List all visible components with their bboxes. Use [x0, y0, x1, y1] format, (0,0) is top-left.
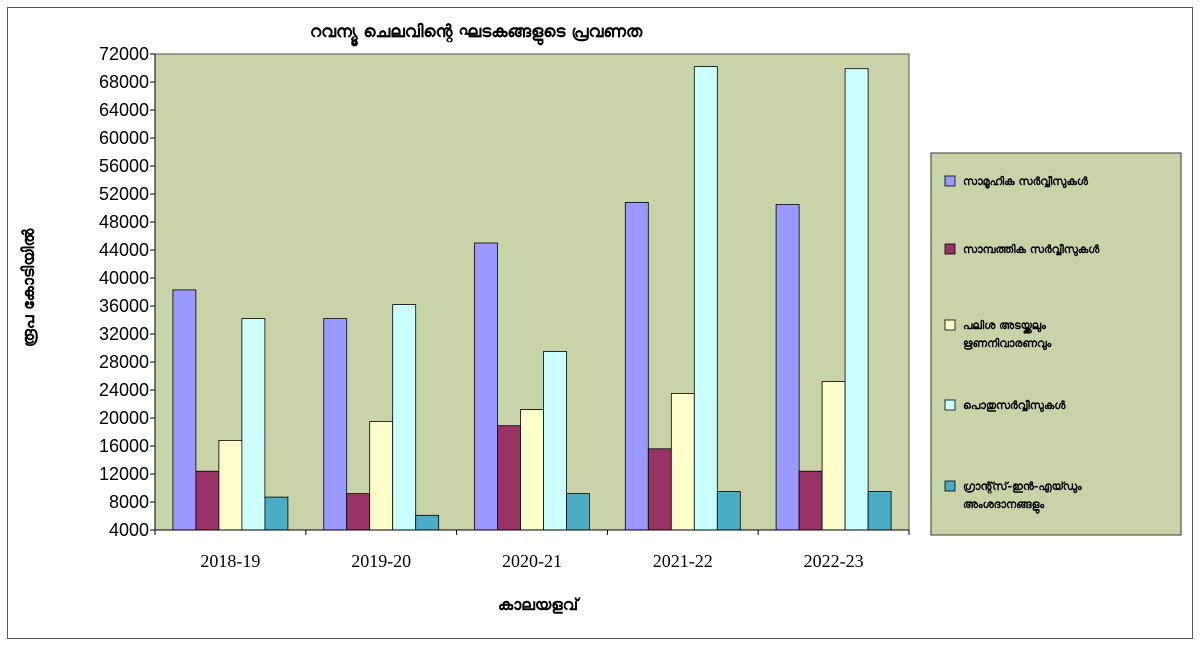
chart-frame: 4000 8000 12000 16000 20000 24000 28000 32000 36… [7, 7, 1193, 639]
y-tick-label: 44000 [99, 240, 149, 260]
bar-4-2018-19 [241, 318, 266, 531]
bar-5-2020-21 [566, 493, 590, 531]
bar-4-2021-22 [693, 66, 718, 531]
legend-label: ഗ്രാന്റ്സ്-ഇൻ-എയ്ഡും അംശദാനങ്ങളും [963, 480, 1082, 514]
y-tick-label: 64000 [99, 100, 149, 120]
bar-1-2020-21 [474, 242, 498, 531]
bar-3-2020-21 [520, 409, 544, 531]
legend-swatch [944, 480, 956, 492]
legend-box [930, 152, 1182, 536]
bar-2-2021-22 [647, 448, 672, 531]
y-tick-label: 52000 [99, 184, 149, 204]
chart-title: റവന്യൂ ചെലവിന്റെ ഘടകങ്ങളുടെ പ്രവണത [310, 22, 643, 47]
bar-2-2022-23 [798, 470, 823, 531]
y-tick-label: 32000 [99, 324, 149, 344]
y-tick-label: 48000 [99, 212, 149, 232]
y-tick-label: 20000 [99, 408, 149, 428]
bar-2-2018-19 [195, 470, 220, 531]
legend-swatch [944, 175, 956, 187]
legend-label: സാമൂഹിക സർവ്വീസുകൾ [963, 175, 1089, 189]
x-tick-label: 2018-19 [200, 551, 260, 571]
bar-3-2019-20 [369, 421, 394, 531]
bar-1-2021-22 [624, 201, 649, 531]
y-tick-label: 72000 [99, 44, 149, 64]
x-tick-label: 2021-22 [653, 551, 713, 571]
legend-swatch [944, 319, 956, 331]
y-tick-label: 24000 [99, 380, 149, 400]
chart-svg: 4000 8000 12000 16000 20000 24000 28000 32000 36… [19, 22, 1182, 614]
bar-3-2018-19 [218, 439, 243, 531]
bar-5-2022-23 [867, 491, 892, 531]
y-tick-label: 16000 [99, 436, 149, 456]
y-tick-label: 40000 [99, 268, 149, 288]
axis-layer: 4000 8000 12000 16000 20000 24000 28000 32000 36… [99, 44, 910, 571]
legend-label: സാമ്പത്തിക സർവ്വീസുകൾ [963, 243, 1100, 257]
y-tick-label: 56000 [99, 156, 149, 176]
y-tick-label: 28000 [99, 352, 149, 372]
y-axis-title: രൂപ കോടിയിൽ [19, 228, 39, 348]
bar-1-2022-23 [775, 204, 800, 531]
bar-4-2020-21 [543, 351, 567, 531]
y-tick-label: 60000 [99, 128, 149, 148]
bar-3-2021-22 [670, 393, 695, 531]
x-tick-label: 2022-23 [804, 551, 864, 571]
bar-5-2018-19 [264, 496, 289, 531]
x-axis-title: കാലയളവ് [498, 595, 581, 614]
bars-layer [172, 66, 892, 531]
legend-swatch [944, 399, 956, 411]
bar-4-2019-20 [392, 304, 417, 531]
legend: സാമൂഹിക സർവ്വീസുകൾ സാമ്പത്തിക സർവ്വീസുകൾ പ… [930, 152, 1182, 536]
legend-label: പൊതുസർവ്വീസുകൾ [963, 399, 1066, 413]
bar-5-2021-22 [716, 491, 741, 531]
legend-swatch [944, 243, 956, 255]
x-tick-label: 2020-21 [502, 551, 562, 571]
bar-5-2019-20 [415, 514, 440, 531]
y-tick-label: 4000 [109, 520, 149, 540]
bar-2-2019-20 [346, 493, 371, 531]
y-tick-label: 12000 [99, 464, 149, 484]
legend-label: പലിശ അടയ്ക്കലും ഋണനിവാരണവും [963, 319, 1052, 351]
bar-4-2022-23 [844, 68, 869, 531]
x-tick-label: 2019-20 [351, 551, 411, 571]
bar-3-2022-23 [821, 381, 846, 531]
y-tick-label: 36000 [99, 296, 149, 316]
y-tick-label: 68000 [99, 72, 149, 92]
bar-2-2020-21 [497, 425, 521, 531]
bar-1-2019-20 [323, 318, 348, 531]
bar-1-2018-19 [172, 289, 197, 531]
y-tick-label: 8000 [109, 492, 149, 512]
